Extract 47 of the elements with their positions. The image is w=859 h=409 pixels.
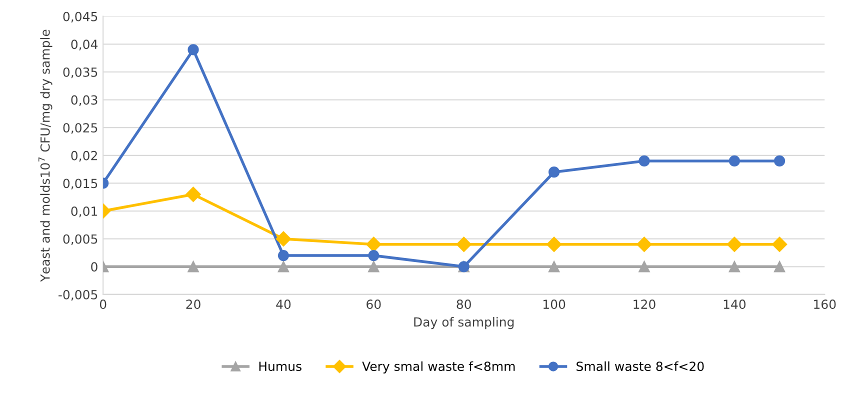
point [774, 261, 786, 272]
x-tick-label: 160 [814, 300, 836, 310]
y-tick-label: 0,015 [63, 178, 98, 190]
x-tick-label: 40 [276, 300, 291, 310]
point [188, 44, 199, 56]
point [546, 236, 562, 252]
point [726, 236, 742, 252]
y-tick-label: 0,01 [71, 206, 98, 218]
point [728, 261, 740, 272]
point [456, 236, 472, 252]
legend-label: Very smal waste f<8mm [362, 361, 515, 374]
point [278, 250, 290, 262]
point [186, 186, 201, 202]
point [368, 250, 380, 262]
y-tick-label: -0,005 [58, 290, 98, 301]
x-tick-label: 60 [366, 300, 381, 310]
point [188, 261, 199, 272]
point [638, 261, 650, 272]
point [276, 231, 292, 246]
y-tick-label: 0,045 [63, 12, 98, 23]
point [728, 155, 740, 167]
x-tick-label: 80 [456, 300, 471, 310]
point [774, 155, 786, 167]
y-tick-label: 0,005 [63, 234, 98, 246]
y-tick-label: 0,02 [71, 150, 97, 162]
x-tick-label: 120 [634, 300, 656, 310]
y-tick-label: 0 [91, 262, 98, 272]
point [548, 261, 560, 272]
y-tick-label: 0,04 [71, 40, 98, 50]
y-tick-label: 0,035 [63, 67, 98, 78]
legend-label: Humus [259, 362, 302, 372]
y-tick-label: 0,03 [71, 95, 98, 106]
point [772, 236, 788, 252]
x-axis-title: Day of sampling [414, 316, 514, 330]
x-tick-label: 100 [544, 300, 566, 310]
point [278, 261, 290, 272]
legend-label: Small waste 8<f<20 [576, 361, 704, 372]
point [368, 261, 380, 272]
x-tick-label: 140 [724, 300, 746, 310]
point [638, 155, 650, 167]
x-tick-label: 20 [186, 300, 200, 310]
y-tick-label: 0,025 [63, 123, 98, 134]
point [366, 236, 382, 252]
x-tick-label: 0 [100, 300, 106, 310]
point [548, 166, 560, 178]
y-axis-title: Yeast and molds10$^{7}$ CFU/mg dry sample [38, 30, 52, 282]
point [636, 236, 652, 252]
